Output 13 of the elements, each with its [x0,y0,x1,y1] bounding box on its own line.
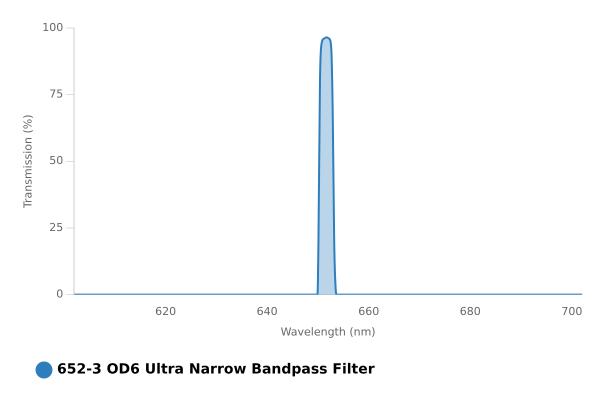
y-tick-label: 50 [49,154,64,168]
x-tick-label: 640 [256,305,278,318]
legend-label: 652-3 OD6 Ultra Narrow Bandpass Filter [57,362,375,378]
x-tick-label: 700 [561,305,582,318]
y-tick-label: 25 [49,220,64,234]
y-tick-label: 0 [56,287,64,300]
x-tick-label: 680 [460,305,481,318]
y-tick-label: 75 [49,88,64,101]
x-tick-label: 660 [358,305,380,318]
x-axis-title: Wavelength (nm) [280,325,376,338]
x-tick-label: 620 [155,305,176,318]
y-axis-title: Transmission (%) [21,114,34,210]
y-tick-label: 100 [42,20,64,34]
